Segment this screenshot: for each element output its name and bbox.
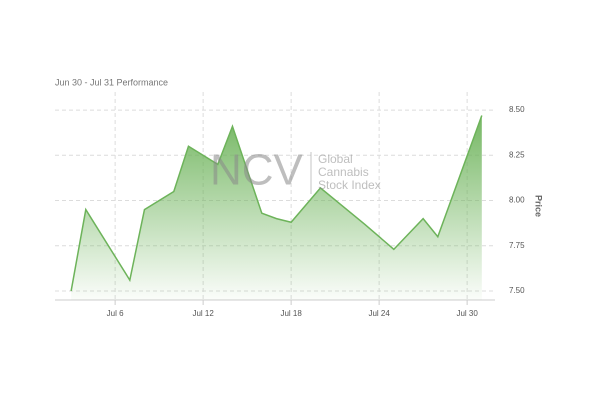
y-tick-label: 7.50 [509, 286, 525, 295]
y-tick-label: 8.25 [509, 150, 525, 159]
area [71, 115, 482, 300]
chart-subtitle: Jun 30 - Jul 31 Performance [55, 77, 168, 87]
watermark-text: Cannabis [318, 165, 369, 179]
x-tick-label: Jul 6 [107, 309, 124, 318]
line [70, 115, 483, 292]
watermark-logo: NCV [210, 146, 304, 195]
x-tick-label: Jul 12 [192, 309, 214, 318]
x-tick-label: Jul 18 [280, 309, 302, 318]
y-tick-label: 8.00 [509, 196, 525, 205]
x-tick-label: Jul 30 [456, 309, 478, 318]
x-tick-label: Jul 24 [368, 309, 390, 318]
y-tick-label: 8.50 [509, 105, 525, 114]
watermark-text: Global [318, 152, 353, 166]
y-tick-label: 7.75 [509, 241, 525, 250]
y-axis-title: Price [534, 195, 544, 217]
watermark-text: Stock Index [318, 178, 381, 192]
